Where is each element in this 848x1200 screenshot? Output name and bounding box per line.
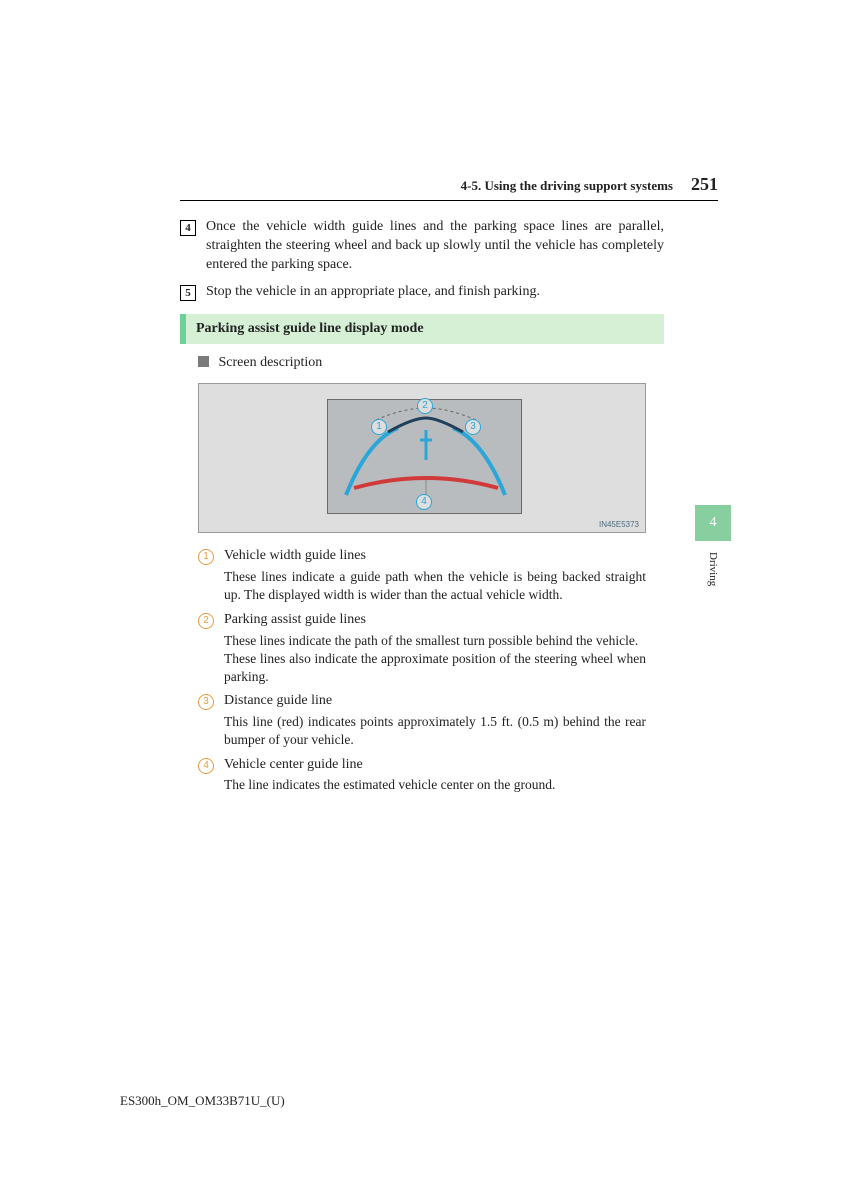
section-title: 4-5. Using the driving support systems [461, 177, 673, 195]
step-text: Once the vehicle width guide lines and t… [206, 218, 664, 275]
chapter-label: Driving [705, 552, 720, 586]
step-number-box: 5 [180, 285, 196, 301]
step-5: 5 Stop the vehicle in an appropriate pla… [180, 283, 664, 302]
legend-desc: These lines indicate the path of the sma… [224, 632, 646, 687]
footer-code: ES300h_OM_OM33B71U_(U) [120, 1092, 285, 1110]
subhead-text: Screen description [219, 355, 323, 370]
page-header: 4-5. Using the driving support systems 2… [180, 172, 718, 201]
legend-number: 3 [198, 694, 214, 710]
subheading: Screen description [198, 354, 664, 373]
image-code: IN45E5373 [599, 520, 639, 531]
legend-desc: This line (red) indicates points approxi… [224, 713, 646, 749]
legend-item-4: 4 Vehicle center guide line The line ind… [198, 756, 646, 795]
chapter-tab: 4 [695, 505, 731, 541]
main-content: 4 Once the vehicle width guide lines and… [180, 218, 664, 801]
page-number: 251 [691, 172, 718, 196]
step-text: Stop the vehicle in an appropriate place… [206, 283, 540, 302]
step-number-box: 4 [180, 220, 196, 236]
legend-number: 4 [198, 758, 214, 774]
legend-item-2: 2 Parking assist guide lines These lines… [198, 611, 646, 687]
legend-number: 1 [198, 549, 214, 565]
section-banner: Parking assist guide line display mode [180, 314, 664, 345]
legend-title: Vehicle width guide lines [224, 547, 646, 566]
legend-number: 2 [198, 613, 214, 629]
legend-item-3: 3 Distance guide line This line (red) in… [198, 692, 646, 749]
legend-item-1: 1 Vehicle width guide lines These lines … [198, 547, 646, 604]
legend-title: Parking assist guide lines [224, 611, 646, 630]
legend-title: Vehicle center guide line [224, 756, 646, 775]
legend-desc: The line indicates the estimated vehicle… [224, 776, 646, 794]
legend-title: Distance guide line [224, 692, 646, 711]
square-bullet-icon [198, 356, 209, 367]
diagram-container: 1 2 3 4 IN45E5373 [198, 383, 646, 533]
header-rule [180, 200, 718, 201]
legend-desc: These lines indicate a guide path when t… [224, 568, 646, 604]
step-4: 4 Once the vehicle width guide lines and… [180, 218, 664, 275]
